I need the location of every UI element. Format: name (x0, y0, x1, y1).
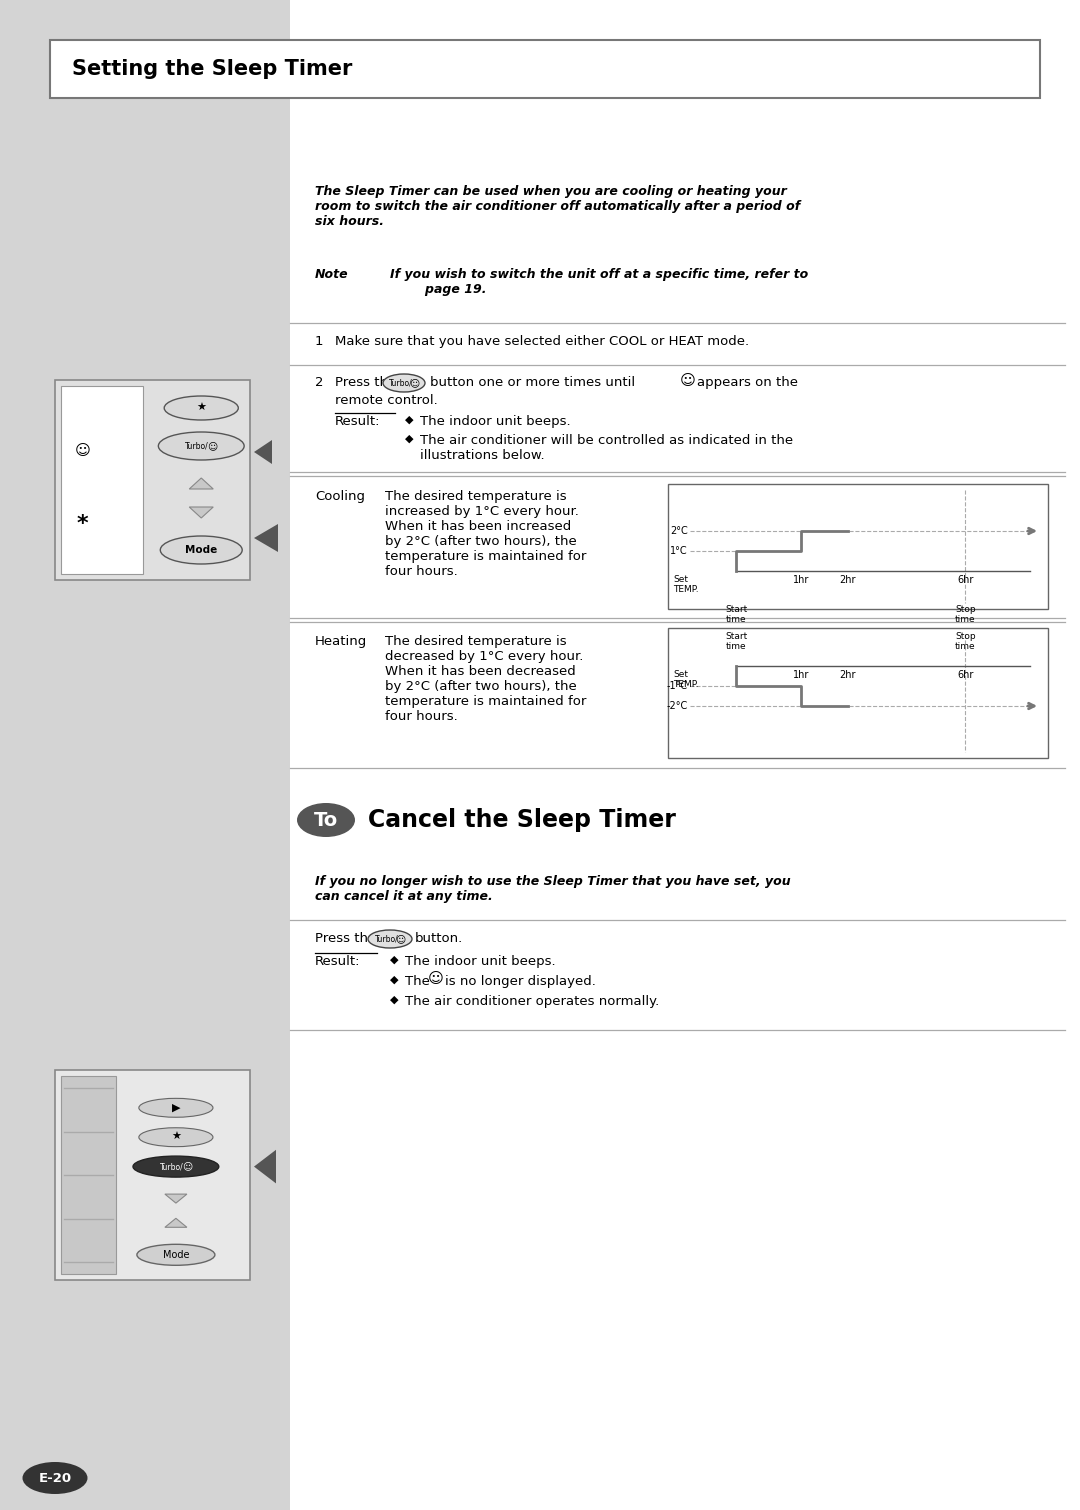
Polygon shape (165, 1219, 187, 1228)
Text: The: The (405, 975, 430, 988)
Text: ◆: ◆ (390, 995, 399, 1006)
Bar (291, 0, 1080, 1510)
Text: 2hr: 2hr (839, 670, 856, 680)
Text: The desired temperature is
increased by 1°C every hour.
When it has been increas: The desired temperature is increased by … (384, 491, 586, 578)
Text: ☺: ☺ (75, 442, 91, 458)
Ellipse shape (133, 1157, 219, 1178)
Text: -1°C: -1°C (666, 681, 688, 692)
Ellipse shape (383, 374, 426, 393)
Text: Turbo/: Turbo/ (375, 935, 399, 944)
Polygon shape (189, 507, 213, 518)
Text: Press the: Press the (315, 932, 376, 945)
Text: ☺: ☺ (207, 441, 217, 451)
Ellipse shape (159, 432, 244, 461)
Text: Mode: Mode (185, 545, 217, 556)
Text: Turbo/: Turbo/ (186, 441, 210, 450)
Ellipse shape (139, 1128, 213, 1146)
Ellipse shape (368, 930, 411, 948)
Text: If you wish to switch the unit off at a specific time, refer to
        page 19.: If you wish to switch the unit off at a … (390, 267, 808, 296)
Text: ◆: ◆ (390, 954, 399, 965)
Text: Heating: Heating (315, 636, 367, 648)
Ellipse shape (137, 1244, 215, 1265)
Text: 6hr: 6hr (957, 670, 973, 680)
Text: The indoor unit beeps.: The indoor unit beeps. (420, 415, 570, 427)
Text: button one or more times until: button one or more times until (430, 376, 635, 390)
Text: 1hr: 1hr (793, 575, 809, 584)
Text: The air conditioner operates normally.: The air conditioner operates normally. (405, 995, 659, 1009)
Text: ◆: ◆ (405, 415, 414, 424)
Text: Note: Note (315, 267, 349, 281)
Text: 1hr: 1hr (793, 670, 809, 680)
Text: 2°C: 2°C (671, 525, 688, 536)
Bar (60, 387, 143, 574)
Text: Set
TEMP.: Set TEMP. (673, 670, 699, 690)
Text: Make sure that you have selected either COOL or HEAT mode.: Make sure that you have selected either … (335, 335, 750, 347)
Text: Set
TEMP.: Set TEMP. (673, 575, 699, 595)
Polygon shape (254, 439, 272, 464)
Text: ◆: ◆ (390, 975, 399, 985)
Text: Setting the Sleep Timer: Setting the Sleep Timer (72, 59, 352, 79)
Text: ★: ★ (171, 1132, 180, 1142)
Polygon shape (254, 524, 278, 553)
Text: 2hr: 2hr (839, 575, 856, 584)
Polygon shape (165, 1194, 187, 1203)
Text: ☺: ☺ (395, 935, 405, 944)
Text: If you no longer wish to use the Sleep Timer that you have set, you
can cancel i: If you no longer wish to use the Sleep T… (315, 874, 791, 903)
Text: Turbo/: Turbo/ (160, 1163, 184, 1172)
Text: The desired temperature is
decreased by 1°C every hour.
When it has been decreas: The desired temperature is decreased by … (384, 636, 586, 723)
Bar (55, 381, 249, 580)
Bar (50, 39, 1040, 98)
Ellipse shape (164, 396, 239, 420)
Text: To: To (314, 811, 338, 829)
Text: ★: ★ (197, 403, 206, 414)
Text: Turbo/: Turbo/ (389, 379, 413, 388)
Text: Result:: Result: (315, 954, 361, 968)
Text: remote control.: remote control. (335, 394, 437, 408)
Text: 6hr: 6hr (957, 575, 973, 584)
Text: Press the: Press the (335, 376, 396, 390)
Text: The Sleep Timer can be used when you are cooling or heating your
room to switch : The Sleep Timer can be used when you are… (315, 186, 800, 228)
Bar (669, 485, 1048, 609)
Bar (55, 1071, 249, 1280)
Text: Start
time: Start time (725, 606, 747, 625)
Text: Cooling: Cooling (315, 491, 365, 503)
Text: Stop
time: Stop time (955, 606, 975, 625)
Text: The air conditioner will be controlled as indicated in the
illustrations below.: The air conditioner will be controlled a… (420, 433, 793, 462)
Text: ☺: ☺ (428, 971, 444, 986)
Text: is no longer displayed.: is no longer displayed. (445, 975, 596, 988)
Text: The indoor unit beeps.: The indoor unit beeps. (405, 954, 555, 968)
Text: appears on the: appears on the (697, 376, 798, 390)
Text: *: * (77, 513, 89, 535)
Text: ☺: ☺ (181, 1161, 192, 1172)
Polygon shape (254, 1149, 276, 1184)
Text: Start
time: Start time (725, 633, 747, 651)
Text: button.: button. (415, 932, 463, 945)
Ellipse shape (23, 1462, 87, 1493)
Text: Mode: Mode (163, 1250, 189, 1259)
Text: ▶: ▶ (172, 1102, 180, 1113)
Polygon shape (189, 479, 213, 489)
Text: 2: 2 (315, 376, 324, 390)
Text: ◆: ◆ (405, 433, 414, 444)
Text: Cancel the Sleep Timer: Cancel the Sleep Timer (368, 808, 676, 832)
Text: Stop
time: Stop time (955, 633, 975, 651)
Ellipse shape (139, 1098, 213, 1117)
Ellipse shape (160, 536, 242, 565)
Text: ☺: ☺ (680, 373, 696, 388)
Text: 1°C: 1°C (671, 547, 688, 556)
Ellipse shape (297, 803, 355, 837)
Bar (669, 628, 1048, 758)
Text: -2°C: -2°C (666, 701, 688, 711)
Text: Result:: Result: (335, 415, 380, 427)
Text: 1: 1 (315, 335, 324, 347)
Text: ☺: ☺ (409, 378, 419, 388)
Text: E-20: E-20 (39, 1472, 71, 1484)
Bar (60, 1077, 116, 1274)
